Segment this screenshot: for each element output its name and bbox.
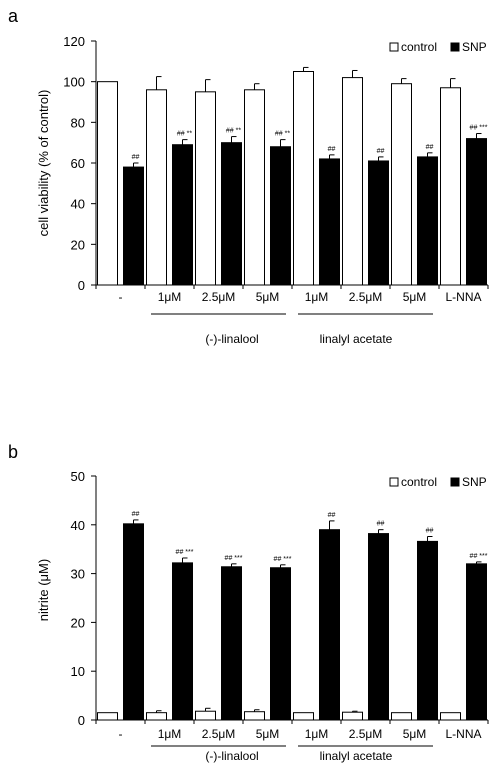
panel-b-y-tick-label-2: 20 — [71, 615, 85, 630]
panel-a-category-label-5: 2.5μM — [349, 290, 383, 304]
panel-b-annotation-6: ## — [426, 528, 434, 535]
panel-b-category-label-5: 2.5μM — [349, 727, 383, 741]
panel-b-bar-snp-7 — [466, 563, 487, 721]
panel-a-bar-control-1 — [146, 89, 167, 286]
panel-a-ylabel: cell viability (% of control) — [36, 90, 51, 237]
panel-a-category-label-0: - — [119, 290, 123, 304]
panel-a-annotation-2: ## ** — [226, 128, 241, 135]
panel-a-group-label-linalyl-acetate: linalyl acetate — [320, 332, 393, 346]
panel-a-annotation-6: ## — [426, 144, 434, 151]
panel-a-bar-control-2 — [195, 91, 216, 286]
panel-b-bar-control-1 — [146, 712, 167, 721]
panel-b-bar-control-3 — [244, 711, 265, 721]
panel-b-y-tick-label-1: 10 — [71, 664, 85, 679]
panel-b-y-tick-label-4: 40 — [71, 518, 85, 533]
panel-a-bar-snp-3 — [270, 146, 291, 286]
panel-a-bar-snp-1 — [172, 144, 193, 286]
panel-b-y-tick-label-3: 30 — [71, 567, 85, 582]
panel-b-bar-control-6 — [391, 712, 412, 721]
panel-a-annotation-1: ## ** — [177, 131, 192, 138]
panel-b-bar-control-5 — [342, 711, 363, 721]
panel-b-annotation-5: ## — [377, 521, 385, 528]
panel-a-y-tick-label-5: 100 — [63, 75, 85, 90]
panel-a-bar-control-7 — [440, 87, 461, 286]
panel-a-bar-control-3 — [244, 89, 265, 286]
panel-a-legend-control: control — [401, 40, 437, 54]
panel-b-bar-control-4 — [293, 712, 314, 721]
panel-b-legend-snp: SNP — [462, 475, 487, 489]
panel-b-ylabel: nitrite (μM) — [36, 559, 51, 621]
panel-a: a cell viability (% of control) control … — [8, 6, 487, 346]
panel-b-bar-control-2 — [195, 710, 216, 721]
panel-b-annotation-4: ## — [328, 512, 336, 519]
panel-b-bar-snp-6 — [417, 540, 438, 721]
panel-a-bar-snp-7 — [466, 138, 487, 286]
panel-a-annotation-7: ## *** — [470, 125, 488, 132]
panel-b-category-label-3: 5μM — [256, 727, 280, 741]
panel-b-y-tick-label-0: 0 — [78, 713, 85, 728]
panel-a-bar-snp-6 — [417, 156, 438, 286]
panel-b-category-label-0: - — [119, 727, 123, 741]
panel-b-group-label-linalyl-acetate: linalyl acetate — [320, 749, 393, 763]
panel-b-annotation-0: ## — [132, 511, 140, 518]
panel-a-annotation-4: ## — [328, 146, 336, 153]
panel-b-legend-swatch-snp — [450, 477, 460, 487]
panel-b-bar-snp-0 — [123, 523, 144, 721]
panel-b-bar-snp-2 — [221, 566, 242, 721]
panel-a-category-label-7: L-NNA — [445, 290, 481, 304]
panel-a-y-tick-label-6: 120 — [63, 34, 85, 49]
panel-a-legend-swatch-snp — [450, 42, 460, 52]
panel-a-category-label-1: 1μM — [158, 290, 182, 304]
panel-a-bar-control-4 — [293, 71, 314, 286]
panel-b-annotation-7: ## *** — [470, 553, 488, 560]
panel-a-y-tick-label-2: 40 — [71, 197, 85, 212]
panel-b-bar-snp-5 — [368, 533, 389, 721]
panel-a-group-label-linalool: (-)-linalool — [205, 332, 258, 346]
panel-b-legend-swatch-control — [389, 477, 399, 487]
panel-a-annotation-0: ## — [132, 154, 140, 161]
panel-a-y-tick-label-1: 20 — [71, 237, 85, 252]
panel-a-bar-snp-4 — [319, 158, 340, 286]
panel-b-category-label-1: 1μM — [158, 727, 182, 741]
panel-b-label: b — [8, 442, 18, 462]
panel-b-annotation-2: ## *** — [225, 555, 243, 562]
panel-b-annotation-3: ## *** — [274, 556, 292, 563]
panel-b-bar-control-0 — [97, 712, 118, 721]
panel-b-category-label-6: 5μM — [403, 727, 427, 741]
panel-a-category-label-3: 5μM — [256, 290, 280, 304]
panel-a-category-label-2: 2.5μM — [202, 290, 236, 304]
panel-b-category-label-4: 1μM — [305, 727, 329, 741]
panel-a-bar-snp-0 — [123, 166, 144, 286]
panel-b-bar-snp-3 — [270, 567, 291, 721]
panel-a-annotation-3: ## ** — [275, 131, 290, 138]
panel-b-bar-snp-4 — [319, 529, 340, 721]
panel-b-bar-snp-1 — [172, 562, 193, 721]
panel-a-category-label-4: 1μM — [305, 290, 329, 304]
panel-a-bar-control-6 — [391, 83, 412, 286]
panel-b: b nitrite (μM) control SNP (-)-linalool … — [8, 442, 487, 763]
panel-a-bar-control-5 — [342, 77, 363, 286]
panel-a-bar-control-0 — [97, 81, 118, 286]
panel-b-category-label-7: L-NNA — [445, 727, 481, 741]
panel-a-y-tick-label-4: 80 — [71, 115, 85, 130]
panel-a-legend-swatch-control — [389, 42, 399, 52]
panel-b-group-label-linalool: (-)-linalool — [205, 749, 258, 763]
panel-a-y-tick-label-3: 60 — [71, 156, 85, 171]
panel-a-y-tick-label-0: 0 — [78, 278, 85, 293]
panel-b-bar-control-7 — [440, 712, 461, 721]
panel-b-category-label-2: 2.5μM — [202, 727, 236, 741]
panel-a-category-label-6: 5μM — [403, 290, 427, 304]
panel-a-annotation-5: ## — [377, 148, 385, 155]
panel-a-label: a — [8, 6, 19, 26]
panel-a-legend-snp: SNP — [462, 40, 487, 54]
panel-b-annotation-1: ## *** — [176, 549, 194, 556]
panel-a-bar-snp-2 — [221, 142, 242, 286]
panel-a-bar-snp-5 — [368, 160, 389, 286]
panel-b-legend-control: control — [401, 475, 437, 489]
panel-b-y-tick-label-5: 50 — [71, 469, 85, 484]
